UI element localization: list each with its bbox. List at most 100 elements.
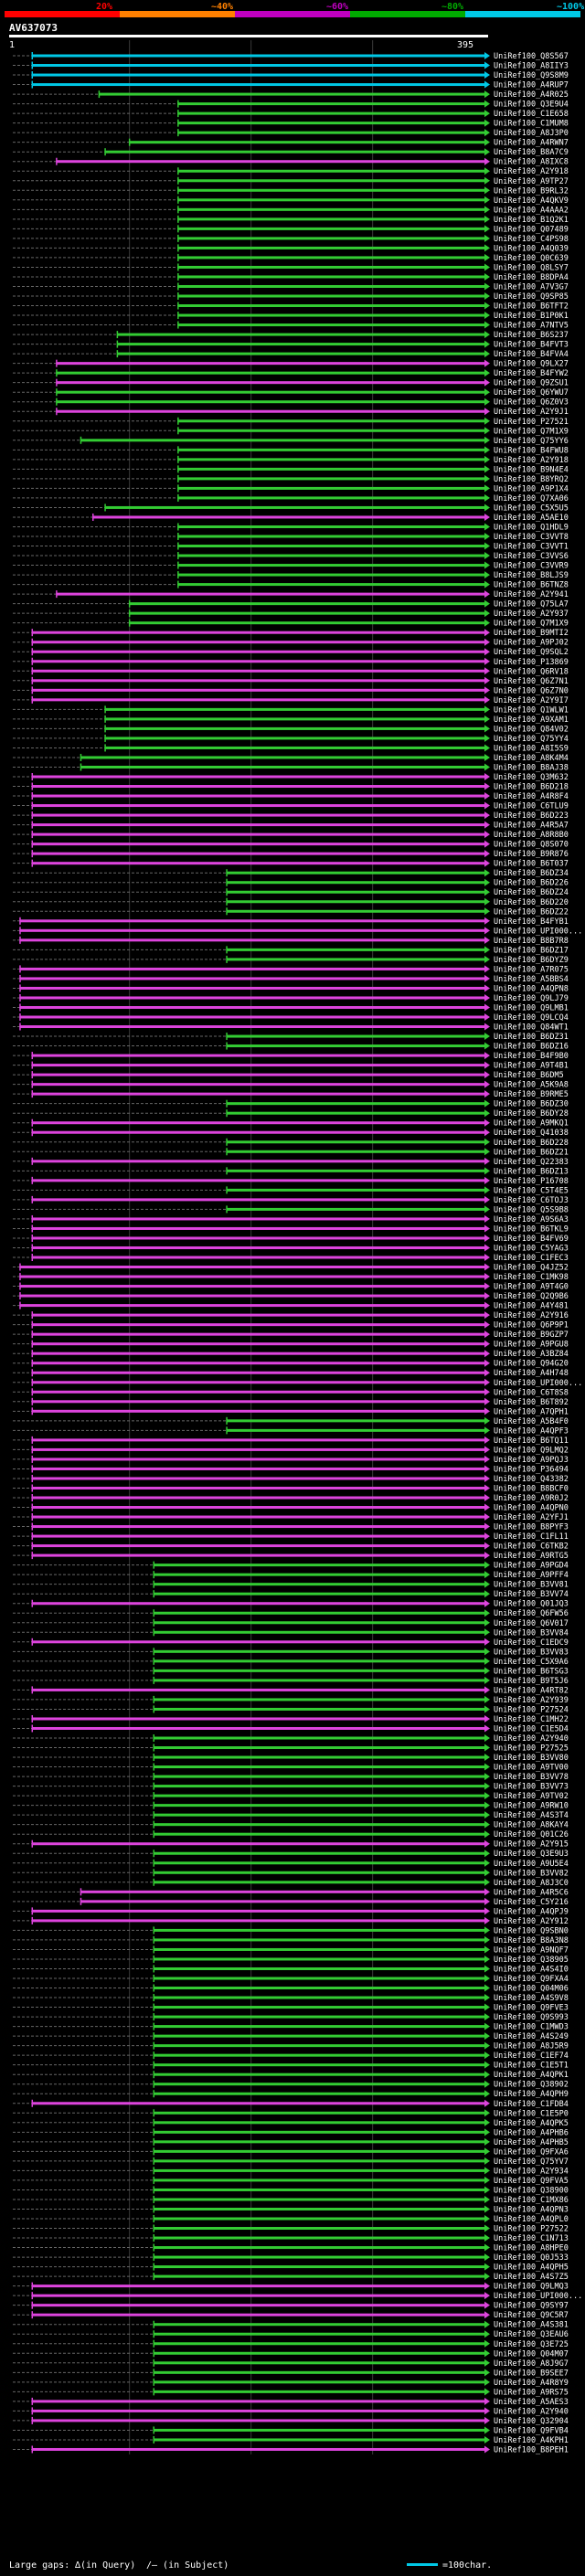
hit-row: UniRef100_A2Y940 <box>13 1734 569 1744</box>
hit-bar <box>154 2044 484 2048</box>
hit-arrow <box>484 571 490 579</box>
hit-arrow <box>484 1042 490 1050</box>
hit-label: UniRef100_A9TP27 <box>494 177 569 186</box>
hit-label: UniRef100_Q3EAU6 <box>494 2330 569 2339</box>
hit-label: UniRef100_Q41038 <box>494 1129 569 1138</box>
hit-arrow <box>484 1859 490 1867</box>
hit-bar <box>32 83 484 87</box>
hit-label: UniRef100_A4S249 <box>494 2032 569 2041</box>
hit-row: UniRef100_B6D218 <box>13 782 569 792</box>
hit-label: UniRef100_A9P1X4 <box>494 484 569 493</box>
hit-row: UniRef100_A4QPF3 <box>13 1426 569 1436</box>
hit-label: UniRef100_Q3E9U4 <box>494 101 569 110</box>
hit-row: UniRef100_A9TP27 <box>13 176 569 186</box>
hit-bar <box>56 362 485 366</box>
hit-label: UniRef100_Q9ZSU1 <box>494 379 569 388</box>
hit-label: UniRef100_A4QPN8 <box>494 984 569 993</box>
hit-row: UniRef100_Q9S8M9 <box>13 71 569 80</box>
hit-label: UniRef100_C3VVR9 <box>494 562 569 571</box>
hit-row: UniRef100_A9T4B1 <box>13 1061 569 1071</box>
hit-label: UniRef100_A9RTG5 <box>494 1552 569 1561</box>
hit-bar <box>177 554 484 557</box>
hit-arrow <box>484 1888 490 1896</box>
hit-arrow <box>484 1494 490 1501</box>
hit-row: UniRef100_B3VV73 <box>13 1782 569 1792</box>
hit-arrow <box>484 302 490 310</box>
hit-row: UniRef100_Q9FVA5 <box>13 2176 569 2186</box>
hit-row: UniRef100_C1N713 <box>13 2234 569 2243</box>
hit-arrow <box>484 1532 490 1541</box>
hit-bar <box>99 92 484 96</box>
hit-label: UniRef100_A7R075 <box>494 965 569 974</box>
hit-bar <box>32 785 484 789</box>
hit-bar <box>154 1765 484 1769</box>
hit-bar <box>154 2390 484 2393</box>
hit-arrow <box>484 1792 490 1800</box>
hit-row: UniRef100_B8YRQ2 <box>13 474 569 484</box>
hit-bar <box>154 2159 484 2163</box>
hit-row: UniRef100_A9R0J2 <box>13 1494 569 1503</box>
hit-row: UniRef100_A9PQJ3 <box>13 1455 569 1465</box>
hit-bar <box>177 275 484 279</box>
hit-row: UniRef100_A4PHB5 <box>13 2137 569 2147</box>
hit-row: UniRef100_A8IIY3 <box>13 61 569 71</box>
hit-label: UniRef100_B9GZP7 <box>494 1330 569 1340</box>
hit-bar <box>154 2255 484 2259</box>
hit-arrow <box>484 1907 490 1915</box>
hit-bar <box>154 1851 484 1855</box>
hit-label: UniRef100_P16708 <box>494 1177 569 1186</box>
legend-scale-bar <box>407 2563 438 2566</box>
hit-row: UniRef100_A2Y9J1 <box>13 408 569 417</box>
hit-bar <box>154 2168 484 2172</box>
hit-label: UniRef100_Q1HDL9 <box>494 523 569 532</box>
hit-label: UniRef100_A4RUP7 <box>494 81 569 90</box>
hit-row: UniRef100_B8B7R8 <box>13 936 569 946</box>
hit-arrow <box>484 2032 490 2041</box>
hit-label: UniRef100_B9R876 <box>494 850 569 859</box>
hit-bar <box>227 1207 484 1211</box>
hit-arrow <box>484 2003 490 2011</box>
hit-label: UniRef100_C3VVT8 <box>494 533 569 542</box>
hit-label: UniRef100_A4R5C6 <box>494 1888 569 1897</box>
hit-bar <box>154 2265 484 2269</box>
hit-row: UniRef100_B8A7C9 <box>13 148 569 157</box>
hit-row: UniRef100_B6DZ31 <box>13 1033 569 1042</box>
hit-bar <box>129 611 484 615</box>
hit-bar <box>80 1890 484 1893</box>
hit-arrow <box>484 1465 490 1473</box>
hit-bar <box>154 1966 484 1970</box>
hit-bar <box>19 938 484 942</box>
hit-label: UniRef100_Q84V02 <box>494 725 569 734</box>
hit-bar <box>32 1160 484 1163</box>
hit-row: UniRef100_P27521 <box>13 417 569 427</box>
hit-label: UniRef100_A5AE10 <box>494 514 569 523</box>
hit-label: UniRef100_P27524 <box>494 1705 569 1714</box>
hit-bar <box>154 1861 484 1865</box>
hit-label: UniRef100_B3VV81 <box>494 1581 569 1590</box>
hit-arrow <box>484 1945 490 1954</box>
hit-bar <box>177 131 484 134</box>
hit-row: UniRef100_B6TSG3 <box>13 1667 569 1676</box>
hit-arrow <box>484 1263 490 1271</box>
hit-label: UniRef100_A8R8B0 <box>494 831 569 840</box>
identity-scale-segment <box>465 11 580 17</box>
hit-label: UniRef100_B8LJS9 <box>494 571 569 580</box>
hit-arrow <box>484 1618 490 1627</box>
hit-label: UniRef100_A8I5S9 <box>494 744 569 753</box>
hit-arrow <box>484 1061 490 1069</box>
hit-arrow <box>484 272 490 281</box>
hit-label: UniRef100_A4QPK5 <box>494 2119 569 2128</box>
hit-bar <box>19 977 484 981</box>
hit-label: UniRef100_B6DZ16 <box>494 1043 569 1052</box>
hit-arrow <box>484 667 490 675</box>
hit-row: UniRef100_B6D220 <box>13 897 569 907</box>
hit-arrow <box>484 2109 490 2117</box>
hit-row: UniRef100_Q6Z0V3 <box>13 398 569 408</box>
hit-row: UniRef100_B4F9B0 <box>13 1052 569 1061</box>
hit-label: UniRef100_Q2Q9B6 <box>494 1292 569 1301</box>
hit-arrow <box>484 408 490 416</box>
hit-label: UniRef100_A2Y915 <box>494 1840 569 1850</box>
hit-row: UniRef100_C5X5U5 <box>13 504 569 513</box>
hit-label: UniRef100_B3VV82 <box>494 1869 569 1878</box>
